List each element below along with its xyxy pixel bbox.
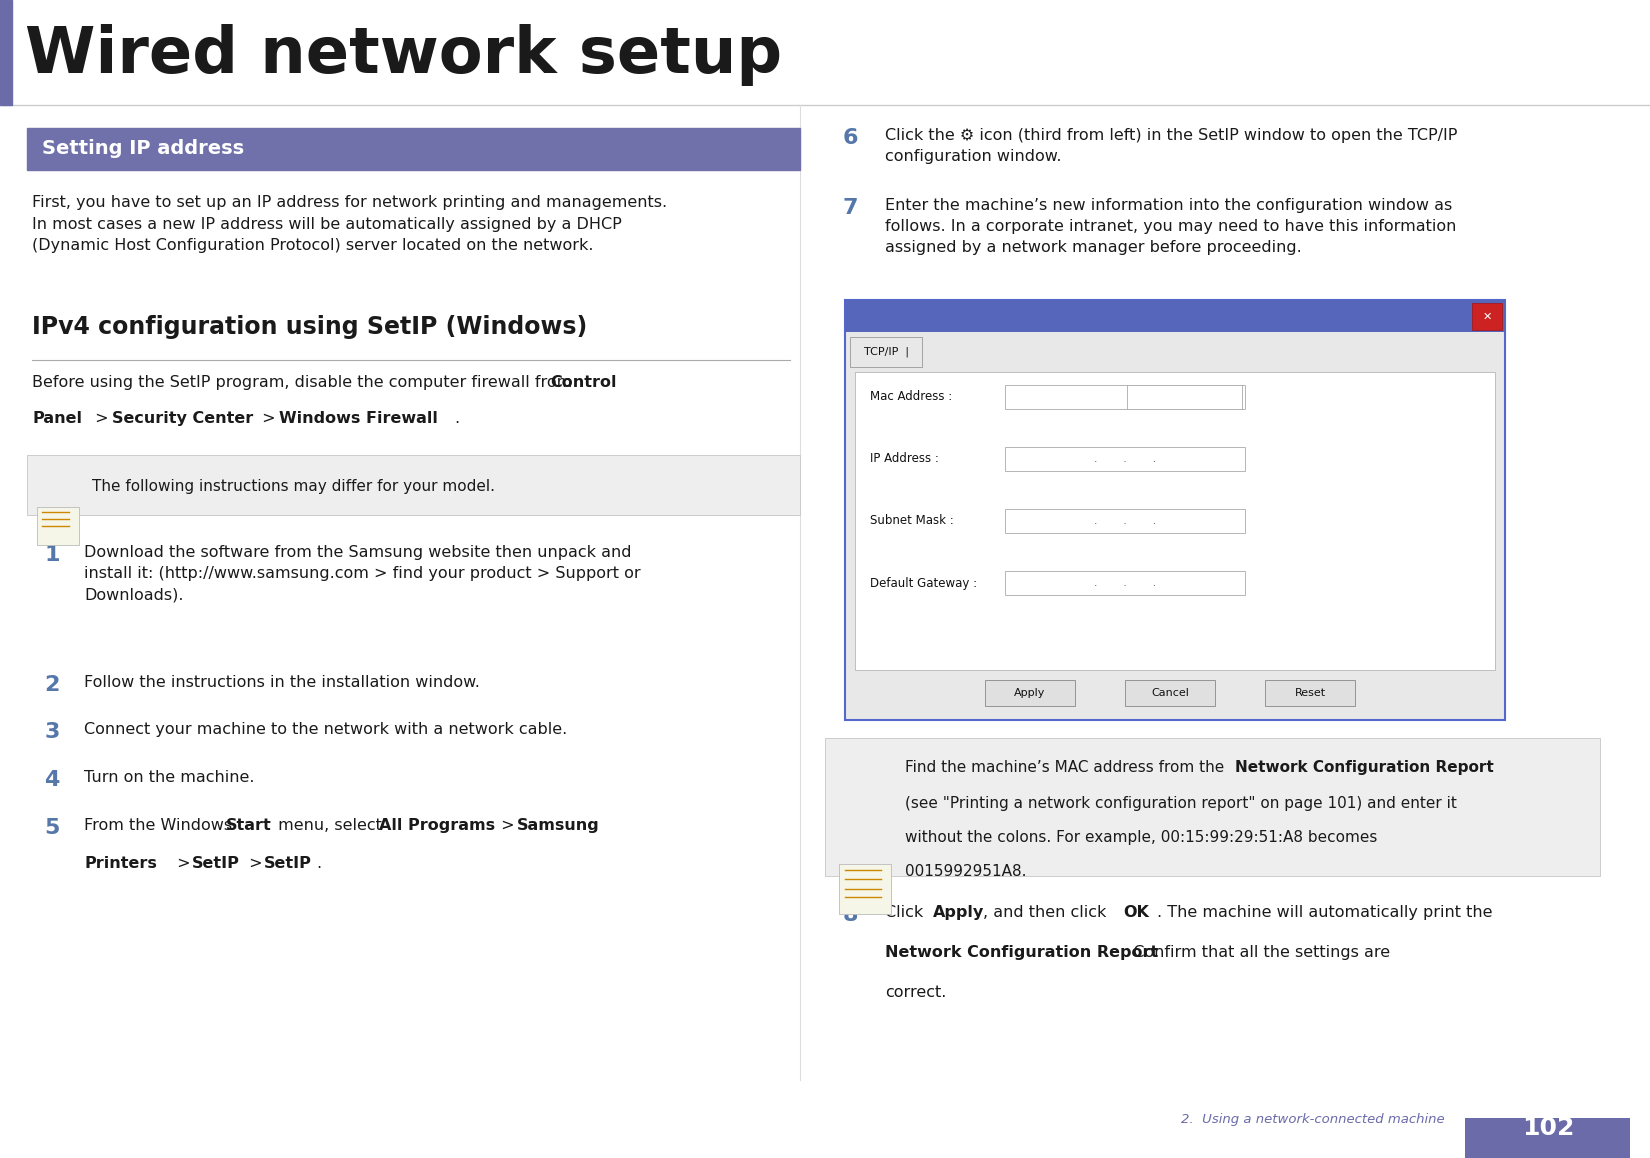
Text: The following instructions may differ for your model.: The following instructions may differ fo… — [92, 479, 495, 494]
Text: SetIP: SetIP — [191, 856, 239, 871]
Text: 2: 2 — [45, 675, 59, 695]
Text: >: > — [91, 411, 114, 426]
Bar — [985, 680, 1076, 706]
Text: Before using the SetIP program, disable the computer firewall from: Before using the SetIP program, disable … — [31, 375, 578, 390]
Text: Find the machine’s MAC address from the: Find the machine’s MAC address from the — [904, 760, 1229, 775]
Text: .        .        .: . . . — [1094, 578, 1157, 588]
Bar — [845, 300, 1505, 332]
Text: .        .        .: . . . — [1094, 454, 1157, 464]
Text: Network Configuration Report: Network Configuration Report — [884, 945, 1158, 960]
Bar — [1005, 447, 1246, 471]
Text: Mac Address :: Mac Address : — [870, 390, 952, 403]
Text: SetIP: SetIP — [264, 856, 312, 871]
Text: Wired network setup: Wired network setup — [25, 24, 782, 86]
Text: 102: 102 — [1521, 1116, 1574, 1139]
Bar — [850, 337, 922, 367]
Text: >: > — [497, 818, 520, 833]
Text: correct.: correct. — [884, 985, 947, 1001]
Text: Default Gateway :: Default Gateway : — [870, 577, 977, 589]
Text: TCP/IP  |: TCP/IP | — [863, 346, 909, 358]
Text: Windows Firewall: Windows Firewall — [279, 411, 437, 426]
Text: ✕: ✕ — [1482, 312, 1492, 322]
Text: OK: OK — [1124, 906, 1148, 919]
Text: TCP/IP Configuration: TCP/IP Configuration — [856, 309, 985, 322]
Bar — [26, 129, 800, 170]
Text: 5: 5 — [45, 818, 59, 838]
Bar — [1005, 510, 1246, 533]
Bar — [1127, 384, 1242, 409]
Text: >: > — [244, 856, 267, 871]
Text: All Programs: All Programs — [380, 818, 495, 833]
Text: >: > — [257, 411, 280, 426]
Text: without the colons. For example, 00:15:99:29:51:A8 becomes: without the colons. For example, 00:15:9… — [904, 830, 1378, 845]
Text: IPv4 configuration using SetIP (Windows): IPv4 configuration using SetIP (Windows) — [31, 315, 587, 339]
Text: From the Windows: From the Windows — [84, 818, 238, 833]
Text: . The machine will automatically print the: . The machine will automatically print t… — [1157, 906, 1493, 919]
Text: (see "Printing a network configuration report" on page 101) and enter it: (see "Printing a network configuration r… — [904, 796, 1457, 811]
Text: Click the ⚙ icon (third from left) in the SetIP window to open the TCP/IP
config: Click the ⚙ icon (third from left) in th… — [884, 129, 1457, 164]
Text: .: . — [454, 411, 459, 426]
Bar — [1005, 384, 1246, 409]
Text: menu, select: menu, select — [272, 818, 388, 833]
Text: Click: Click — [884, 906, 929, 919]
Text: Enter the machine’s new information into the configuration window as
follows. In: Enter the machine’s new information into… — [884, 198, 1457, 255]
Text: Security Center: Security Center — [112, 411, 252, 426]
Text: Control: Control — [549, 375, 617, 390]
Text: Turn on the machine.: Turn on the machine. — [84, 770, 254, 785]
Text: Setting IP address: Setting IP address — [41, 139, 244, 159]
Text: 1: 1 — [45, 545, 59, 565]
Bar — [1266, 680, 1355, 706]
Text: 7: 7 — [842, 198, 858, 218]
Bar — [838, 864, 891, 914]
Text: Apply: Apply — [932, 906, 985, 919]
Text: .        .        .: . . . — [1094, 516, 1157, 526]
Text: .: . — [317, 856, 322, 871]
Text: 6: 6 — [842, 129, 858, 148]
Bar — [26, 455, 800, 515]
Text: , and then click: , and then click — [983, 906, 1112, 919]
Text: Printers: Printers — [84, 856, 157, 871]
Text: >: > — [172, 856, 196, 871]
Text: IP Address :: IP Address : — [870, 453, 939, 466]
Text: Samsung: Samsung — [516, 818, 599, 833]
Bar — [845, 300, 1505, 720]
Bar — [825, 738, 1600, 875]
Text: 3: 3 — [45, 721, 59, 742]
Text: Connect your machine to the network with a network cable.: Connect your machine to the network with… — [84, 721, 568, 736]
Bar — [1465, 1117, 1630, 1158]
Text: Download the software from the Samsung website then unpack and
install it: (http: Download the software from the Samsung w… — [84, 545, 640, 602]
Bar — [1125, 680, 1214, 706]
Text: 2.  Using a network-connected machine: 2. Using a network-connected machine — [1181, 1114, 1445, 1127]
Text: Cancel: Cancel — [1152, 688, 1190, 698]
Bar — [855, 372, 1495, 670]
Text: First, you have to set up an IP address for network printing and managements.
In: First, you have to set up an IP address … — [31, 195, 667, 254]
Text: Subnet Mask :: Subnet Mask : — [870, 514, 954, 528]
Text: Network Configuration Report: Network Configuration Report — [1234, 760, 1493, 775]
Bar — [0, 0, 12, 105]
Text: Panel: Panel — [31, 411, 82, 426]
Text: . Confirm that all the settings are: . Confirm that all the settings are — [1124, 945, 1389, 960]
Text: Apply: Apply — [1015, 688, 1046, 698]
Bar — [36, 507, 79, 545]
Text: 0015992951A8.: 0015992951A8. — [904, 864, 1026, 879]
Text: Start: Start — [226, 818, 272, 833]
Text: 8: 8 — [842, 906, 858, 925]
Text: 4: 4 — [45, 770, 59, 790]
Text: Follow the instructions in the installation window.: Follow the instructions in the installat… — [84, 675, 480, 690]
Bar — [1005, 571, 1246, 595]
Text: Reset: Reset — [1295, 688, 1325, 698]
Bar — [1472, 303, 1502, 330]
